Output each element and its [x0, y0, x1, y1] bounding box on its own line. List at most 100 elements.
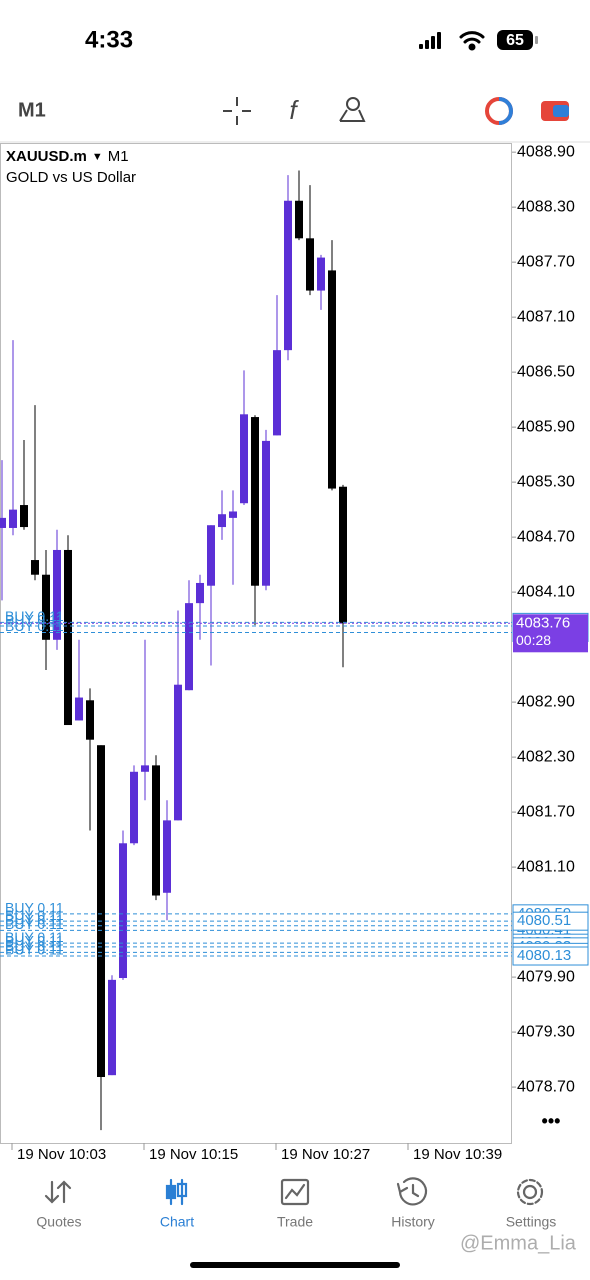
candle-body — [31, 560, 39, 575]
x-tick-label: 19 Nov 10:39 — [413, 1146, 502, 1163]
tab-bar: Quotes Chart Trade History Settings — [36, 1214, 556, 1230]
candle-body — [273, 350, 281, 436]
wifi-icon — [459, 31, 485, 51]
symbol-description: GOLD vs US Dollar — [6, 169, 136, 186]
one-click-button[interactable] — [485, 97, 513, 125]
timeframe-button[interactable]: M1 — [18, 99, 46, 121]
candle — [196, 574, 204, 640]
y-tick-label: 4085.90 — [517, 418, 575, 435]
chart-frame — [0, 143, 512, 1144]
candle-body — [262, 440, 270, 586]
candle — [273, 295, 281, 436]
y-tick-label: 4084.70 — [517, 528, 575, 545]
chart-timeframe: M1 — [108, 148, 129, 165]
candle — [240, 370, 248, 506]
candle-body — [218, 514, 226, 528]
y-tick-label: 4078.70 — [517, 1078, 575, 1095]
order-label: BUY 0.11 — [5, 942, 64, 958]
candle-body — [97, 745, 105, 1078]
order-label: BUY 0.11 — [5, 608, 64, 624]
order-label: BUY 0.11 — [5, 618, 64, 634]
candle — [97, 745, 105, 1131]
y-tick-label: 4081.10 — [517, 858, 575, 875]
candle — [31, 405, 39, 581]
candle — [75, 639, 83, 721]
bid-timer: 00:28 — [516, 632, 551, 648]
home-indicator — [190, 1262, 400, 1268]
candle — [152, 755, 160, 901]
y-tick-label: 4079.30 — [517, 1023, 575, 1040]
chart-header: XAUUSD.m ▼ M1 — [6, 148, 129, 165]
x-tick-label: 19 Nov 10:03 — [17, 1146, 106, 1163]
dropdown-arrow[interactable]: ▼ — [92, 151, 103, 163]
more-button[interactable]: ••• — [542, 1111, 561, 1131]
x-tick-label: 19 Nov 10:15 — [149, 1146, 238, 1163]
tab-label[interactable]: Quotes — [36, 1214, 81, 1230]
y-tick-label: 4079.90 — [517, 968, 575, 985]
tab-label[interactable]: Trade — [277, 1214, 313, 1230]
battery-tip — [535, 36, 538, 44]
candle-body — [284, 200, 292, 351]
candle-body — [306, 238, 314, 291]
bid-box — [513, 614, 588, 653]
y-tick-label: 4085.30 — [517, 473, 575, 490]
y-tick-label: 4088.90 — [517, 143, 575, 160]
candle-body — [174, 684, 182, 821]
candle — [207, 525, 215, 666]
candle-body — [317, 257, 325, 291]
candle-body — [119, 843, 127, 979]
candle — [53, 529, 61, 650]
signal-icon — [419, 32, 441, 49]
battery — [497, 30, 533, 50]
candle — [317, 254, 325, 310]
candle — [163, 800, 171, 921]
candle — [229, 490, 237, 585]
y-tick-label: 4086.50 — [517, 363, 575, 380]
order-label: BUY 0.11 — [5, 929, 64, 945]
battery-level: 65 — [506, 32, 524, 49]
clock: 4:33 — [85, 26, 133, 53]
candle-body — [339, 486, 347, 624]
y-tick-label: 4087.70 — [517, 253, 575, 270]
symbol: XAUUSD.m — [6, 148, 87, 165]
bid-label: 4083.76 — [516, 614, 570, 631]
candle — [0, 460, 6, 601]
objects-button[interactable] — [339, 97, 366, 122]
trade-button[interactable] — [541, 101, 569, 121]
order-label: BUY 0.11 — [5, 900, 64, 916]
tab-label[interactable]: Chart — [160, 1214, 194, 1230]
tab-label[interactable]: History — [391, 1214, 435, 1230]
y-tick-label: 4081.70 — [517, 803, 575, 820]
candle-body — [295, 200, 303, 239]
candle-body — [20, 505, 28, 528]
candle — [306, 185, 314, 296]
candle — [108, 975, 116, 1076]
candle-body — [152, 765, 160, 896]
candle — [218, 490, 226, 540]
candle-body — [53, 549, 61, 640]
tab-icons — [44, 1177, 544, 1206]
candle-body — [130, 771, 138, 844]
candle — [262, 429, 270, 591]
candle — [86, 688, 94, 831]
candle-body — [86, 700, 94, 740]
crosshair-button[interactable] — [223, 97, 251, 125]
tab-label[interactable]: Settings — [506, 1214, 557, 1230]
candle-body — [0, 517, 6, 528]
candle — [9, 340, 17, 536]
candle-body — [240, 414, 248, 504]
order-price-label: 4080.51 — [517, 912, 571, 929]
candle — [42, 549, 50, 671]
candle-body — [141, 765, 149, 772]
watermark: @Emma_Lia — [460, 1232, 577, 1254]
candle-body — [42, 574, 50, 640]
order-label: BUY 0.11 — [5, 907, 64, 923]
candle — [20, 439, 28, 530]
y-tick-label: 4084.10 — [517, 583, 575, 600]
candle — [130, 765, 138, 846]
y-tick-label: 4087.10 — [517, 308, 575, 325]
indicators-button[interactable]: f — [289, 95, 299, 125]
